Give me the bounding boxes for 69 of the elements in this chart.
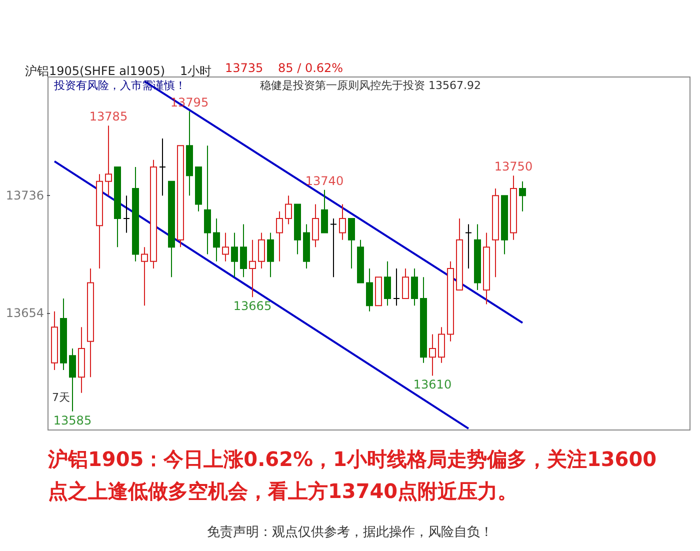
candlestick: [222, 232, 229, 262]
candlestick: [96, 174, 103, 270]
candlestick: [294, 204, 301, 255]
candlestick: [114, 166, 121, 248]
candlestick: [474, 224, 481, 290]
candlestick: [213, 218, 220, 262]
candlestick: [339, 204, 346, 240]
candlestick: [510, 175, 517, 240]
candlestick: [87, 268, 94, 378]
candlestick: [51, 310, 58, 370]
candlestick: [249, 239, 256, 298]
candlestick: [159, 138, 166, 196]
candlestick: [60, 298, 67, 370]
y-tick-label: 13654: [6, 306, 44, 320]
annotation: 13610: [413, 378, 452, 392]
candlestick: [276, 210, 283, 262]
candlestick: [303, 224, 310, 270]
candlestick: [456, 218, 463, 290]
annotation: 13740: [305, 174, 344, 188]
annotation: 7天: [52, 391, 70, 404]
candlestick: [411, 268, 418, 306]
text: 沪铝1905：今日上涨0.62%，1小时线格局走势偏多，关注13600点之上逢低做多空机会，看上方13740点附近压力。: [47, 447, 657, 503]
candlestick: [357, 239, 364, 284]
candlestick: [393, 268, 400, 306]
annotation: 13665: [233, 299, 272, 314]
candlestick: [483, 232, 490, 305]
candlestick: [402, 268, 409, 300]
candlestick: [492, 188, 499, 278]
candlestick: [321, 189, 328, 234]
candlestick: [177, 145, 184, 248]
candlestick: [105, 125, 112, 196]
candlestick: [285, 195, 292, 225]
candlestick: [267, 232, 274, 278]
candlestick: [150, 159, 157, 270]
candlestick: [465, 224, 472, 270]
chart-subtitle: 1小时: [180, 64, 212, 78]
candlestick: [231, 232, 238, 278]
candlestick: [519, 180, 526, 212]
annotation: 13785: [89, 110, 128, 124]
annotation: 13750: [494, 160, 533, 174]
candlestick: [204, 145, 211, 255]
candlestick: [141, 246, 148, 306]
candlestick: [240, 224, 247, 278]
candlestick: [312, 204, 319, 248]
candlestick: [375, 276, 382, 306]
candlestick: [69, 348, 76, 412]
text: 85 / 0.62%: [278, 61, 344, 75]
candlestick: [186, 110, 193, 196]
candlestick: [366, 268, 373, 312]
candlestick: [384, 260, 391, 306]
annotation: 13585: [53, 413, 92, 428]
y-tick-label: 13736: [6, 188, 44, 203]
candlestick: [195, 166, 202, 212]
candlestick: [501, 195, 508, 255]
chart-title: 沪铝1905(SHFE al1905): [25, 64, 166, 78]
candlestick: [447, 260, 454, 342]
candlestick: [132, 166, 139, 262]
text: 免责声明：观点仅供参考，据此操作，风险自负！: [207, 525, 493, 540]
candlestick: [420, 276, 427, 364]
candlestick: [438, 326, 445, 364]
candlestick: [429, 334, 436, 376]
candlestick: [258, 232, 265, 270]
candlestick: [78, 326, 85, 394]
candlestick: [123, 195, 130, 234]
text: 13735: [225, 61, 264, 75]
candlestick: [330, 218, 337, 278]
annotation: 稳健是投资第一原则风控先于投资 13567.92: [260, 79, 481, 92]
candlestick: [348, 218, 355, 270]
candlestick: [168, 180, 175, 278]
